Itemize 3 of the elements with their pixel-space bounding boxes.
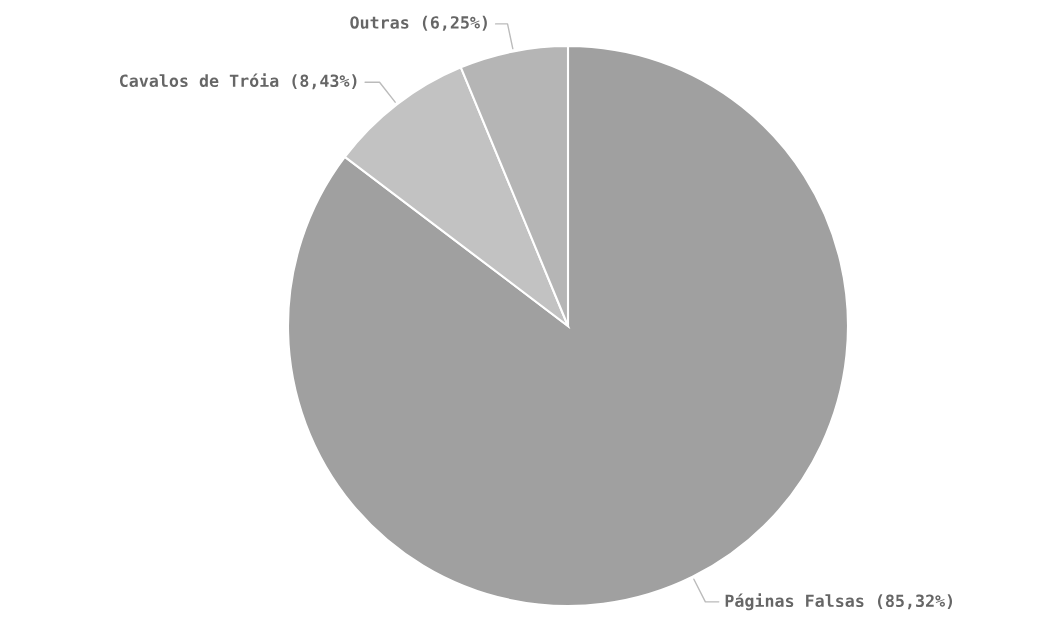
slice-label: Outras (6,25%) — [350, 15, 487, 31]
slice-label: Cavalos de Tróia (8,43%) — [119, 73, 357, 90]
slice-label: Páginas Falsas (85,32%) — [725, 593, 953, 611]
